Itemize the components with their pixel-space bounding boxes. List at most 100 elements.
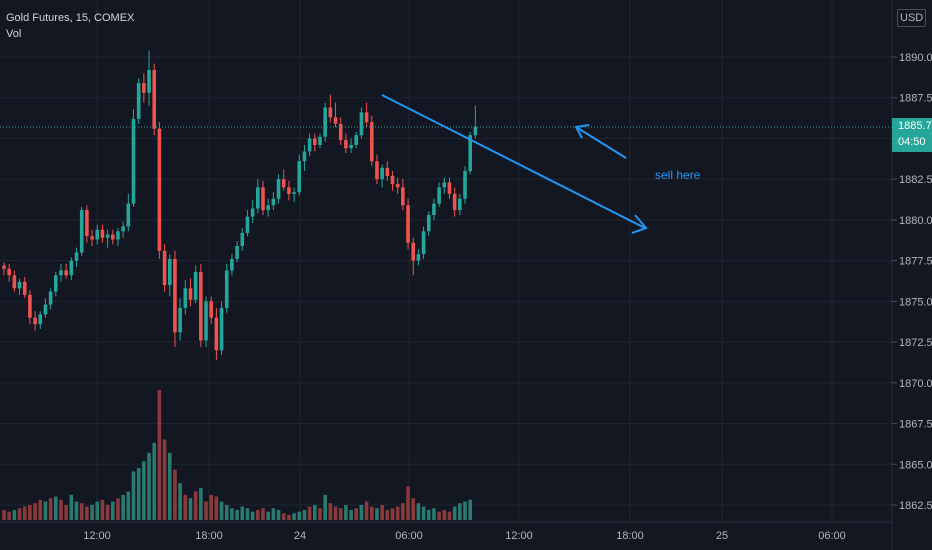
candle <box>230 254 234 276</box>
volume-bar <box>359 504 364 520</box>
volume-bar <box>421 506 426 520</box>
candle <box>276 174 281 204</box>
volume-bar <box>22 506 27 520</box>
volume-bar <box>287 514 291 520</box>
candle <box>437 182 441 207</box>
sell-here-annotation[interactable]: sell here <box>655 168 701 182</box>
volume-bar <box>297 511 302 520</box>
volume-bar <box>209 494 213 520</box>
countdown-value: 04:50 <box>898 136 926 148</box>
volume-bar <box>59 499 63 520</box>
candle <box>100 224 105 243</box>
trend-line[interactable] <box>381 94 648 234</box>
volume-bar <box>7 511 11 520</box>
volume-bar <box>74 501 79 520</box>
candle <box>442 177 447 194</box>
candle <box>245 210 250 237</box>
candle <box>390 171 395 191</box>
candle <box>219 301 224 356</box>
candle <box>157 122 162 260</box>
volume-bar <box>85 506 89 520</box>
candle <box>38 311 43 330</box>
volume-bar <box>411 498 416 520</box>
volume-bar <box>142 461 146 520</box>
time-tick-label: 12:00 <box>505 530 533 542</box>
volume-bar <box>338 508 343 520</box>
symbol-title[interactable]: Gold Futures, 15, COMEX <box>6 12 135 24</box>
volume-bar <box>442 509 447 520</box>
volume-bar <box>38 499 43 520</box>
candle <box>323 102 327 142</box>
volume-label[interactable]: Vol <box>6 28 22 40</box>
volume-bar <box>33 503 37 520</box>
volume-bar <box>390 508 395 520</box>
volume-bar <box>463 501 467 520</box>
volume-bar <box>173 469 177 520</box>
candle <box>349 138 353 154</box>
volume-bar <box>188 498 193 520</box>
candle <box>354 131 359 149</box>
volume-bar <box>333 506 338 520</box>
candle <box>2 262 6 276</box>
volume-bar <box>452 506 457 520</box>
candle <box>307 133 312 157</box>
volume-bar <box>395 506 400 520</box>
candle <box>463 166 467 204</box>
candle <box>43 298 48 318</box>
last-price-value: 1885.7 <box>898 120 932 132</box>
candle <box>12 270 17 292</box>
price-tick-label: 1875.0 <box>899 296 932 308</box>
volume-bar <box>458 503 462 520</box>
volume-bar <box>116 498 120 520</box>
candle <box>167 254 172 297</box>
price-tick-label: 1870.0 <box>899 378 932 390</box>
time-axis[interactable]: 12:00 18:00 24 06:00 12:00 18:00 25 06:00 <box>83 530 846 542</box>
candle <box>302 144 307 172</box>
candle <box>452 187 457 217</box>
price-tick-label: 1877.5 <box>899 256 932 268</box>
currency-label[interactable]: USD <box>897 9 927 27</box>
candle <box>411 237 416 276</box>
volume-bar <box>266 511 270 520</box>
candle <box>224 263 229 313</box>
time-tick-label: 18:00 <box>616 530 644 542</box>
candle <box>333 102 338 128</box>
candle <box>59 263 63 282</box>
candle <box>199 263 203 347</box>
volume-bar <box>323 494 327 520</box>
candle <box>152 63 157 136</box>
volume-bar <box>385 509 390 520</box>
volume-bar <box>380 504 384 520</box>
volume-bar <box>307 506 312 520</box>
volume-bar <box>328 503 333 520</box>
volume-bar <box>364 501 369 520</box>
volume-bar <box>214 496 219 520</box>
volume-bar <box>354 508 359 520</box>
candle <box>105 229 110 248</box>
candle <box>401 179 405 211</box>
volume-bar <box>193 491 198 520</box>
candle <box>183 280 188 315</box>
arrow-head-icon <box>631 214 648 234</box>
volume-bar <box>2 509 6 520</box>
volume-bar <box>162 439 167 520</box>
volume-bar <box>416 503 421 520</box>
sell-arrow[interactable] <box>574 124 627 159</box>
candle <box>162 244 167 292</box>
candle <box>121 221 125 238</box>
candle <box>313 133 317 152</box>
volume-bar <box>199 488 203 520</box>
candle <box>426 211 431 237</box>
candle <box>209 296 213 325</box>
candle <box>74 247 79 268</box>
volume-bar <box>276 509 281 520</box>
time-tick-label: 18:00 <box>195 530 223 542</box>
candle <box>287 180 291 201</box>
volume-bar <box>375 508 379 520</box>
volume-bar <box>401 503 405 520</box>
candle <box>406 198 410 250</box>
candle <box>79 206 84 256</box>
volume-bar <box>240 506 245 520</box>
